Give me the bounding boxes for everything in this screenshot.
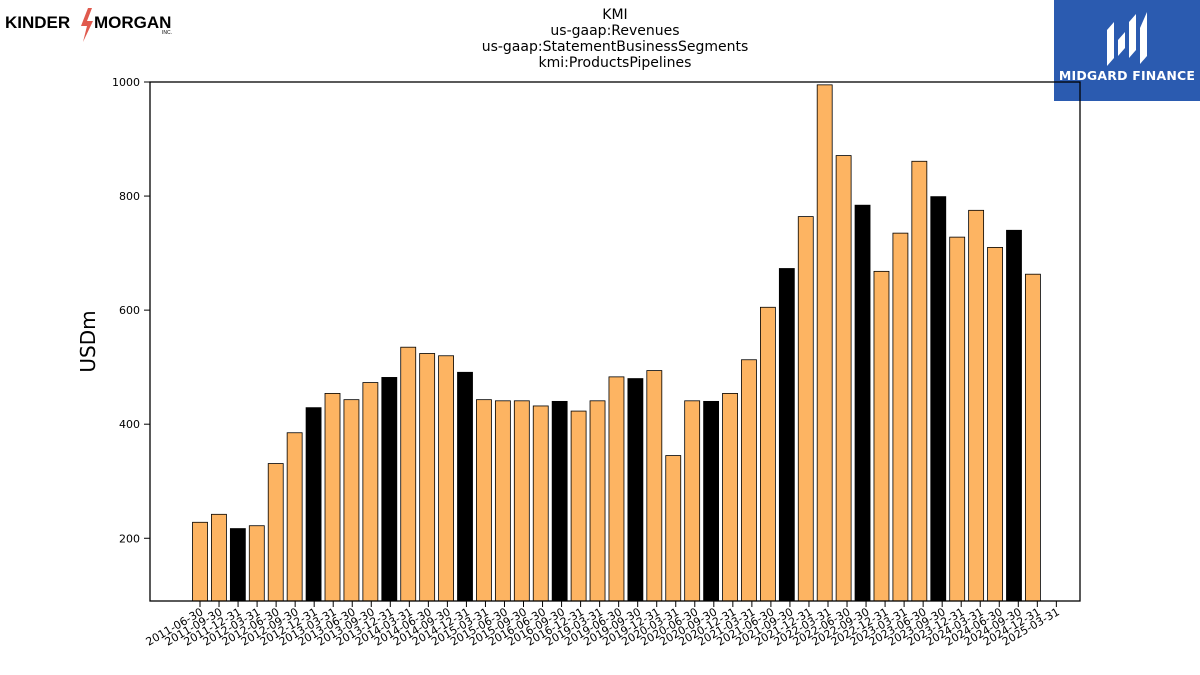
x-axis: 2011-06-302011-09-302011-12-312012-03-31… xyxy=(144,601,1062,649)
bar-11 xyxy=(400,346,417,602)
bar-20 xyxy=(570,410,587,602)
bar-33 xyxy=(816,84,833,602)
bar-41 xyxy=(968,209,985,602)
bar-36 xyxy=(873,270,890,602)
bar-5 xyxy=(286,432,303,602)
bar-24 xyxy=(646,370,663,602)
lightning-bolt-icon xyxy=(81,8,93,42)
bar-35 xyxy=(854,204,871,602)
bar-32 xyxy=(797,216,814,602)
bar-30 xyxy=(760,306,776,602)
y-axis: 200 400 600 800 1000 xyxy=(112,76,150,545)
bar-43 xyxy=(1006,229,1022,602)
bar-10 xyxy=(381,377,398,602)
midgard-finance-logo: MIDGARD FINANCE xyxy=(1054,0,1200,101)
logo-left-text-a: KINDER xyxy=(5,13,70,32)
bar-25 xyxy=(665,455,682,602)
bar-19 xyxy=(551,400,568,602)
chart-title-line-4: kmi:ProductsPipelines xyxy=(538,55,692,71)
y-tick-label-0: 200 xyxy=(119,532,140,545)
bar-27 xyxy=(703,400,720,602)
y-tick-label-4: 1000 xyxy=(112,76,140,89)
bar-18 xyxy=(532,405,549,602)
logo-left-text-c: INC. xyxy=(162,30,172,36)
midgard-emblem-icon xyxy=(1107,12,1147,66)
logo-left-text-b: MORGAN xyxy=(94,13,171,32)
bar-8 xyxy=(343,399,360,602)
bar-21 xyxy=(589,400,606,602)
bar-22 xyxy=(608,376,625,602)
bar-31 xyxy=(778,268,795,602)
bar-38 xyxy=(911,160,928,602)
bar-3 xyxy=(248,525,265,602)
bar-37 xyxy=(892,232,909,602)
bar-15 xyxy=(476,399,492,602)
kinder-morgan-logo: KINDER MORGAN INC. xyxy=(4,6,179,46)
logo-right-text: MIDGARD FINANCE xyxy=(1058,68,1196,83)
bar-40 xyxy=(949,236,966,602)
bar-12 xyxy=(419,353,436,602)
bar-29 xyxy=(741,359,757,602)
bar-23 xyxy=(627,378,644,602)
chart-title-line-1: KMI xyxy=(602,7,628,23)
bar-28 xyxy=(722,392,738,602)
bar-7 xyxy=(324,392,341,602)
bar-34 xyxy=(835,155,852,602)
bar-26 xyxy=(684,400,701,602)
bar-2 xyxy=(229,528,246,602)
y-tick-label-2: 600 xyxy=(119,304,140,317)
chart-title-line-2: us-gaap:Revenues xyxy=(550,23,680,39)
plot-frame xyxy=(149,81,1081,602)
y-tick-label-3: 800 xyxy=(119,190,140,203)
bar-4 xyxy=(267,463,284,602)
bar-17 xyxy=(513,400,530,602)
bar-1 xyxy=(211,513,227,602)
bar-42 xyxy=(987,246,1003,602)
bar-39 xyxy=(930,196,947,602)
bar-16 xyxy=(494,400,511,602)
bar-6 xyxy=(305,407,322,602)
bar-9 xyxy=(362,382,379,602)
chart-title-line-3: us-gaap:StatementBusinessSegments xyxy=(481,39,749,55)
bar-13 xyxy=(438,355,454,602)
y-axis-label: USDm xyxy=(76,310,100,372)
bar-44 xyxy=(1025,273,1041,602)
bar-0 xyxy=(192,521,208,602)
bars-group xyxy=(192,84,1041,602)
bar-14 xyxy=(457,371,473,602)
y-tick-label-1: 400 xyxy=(119,418,140,431)
